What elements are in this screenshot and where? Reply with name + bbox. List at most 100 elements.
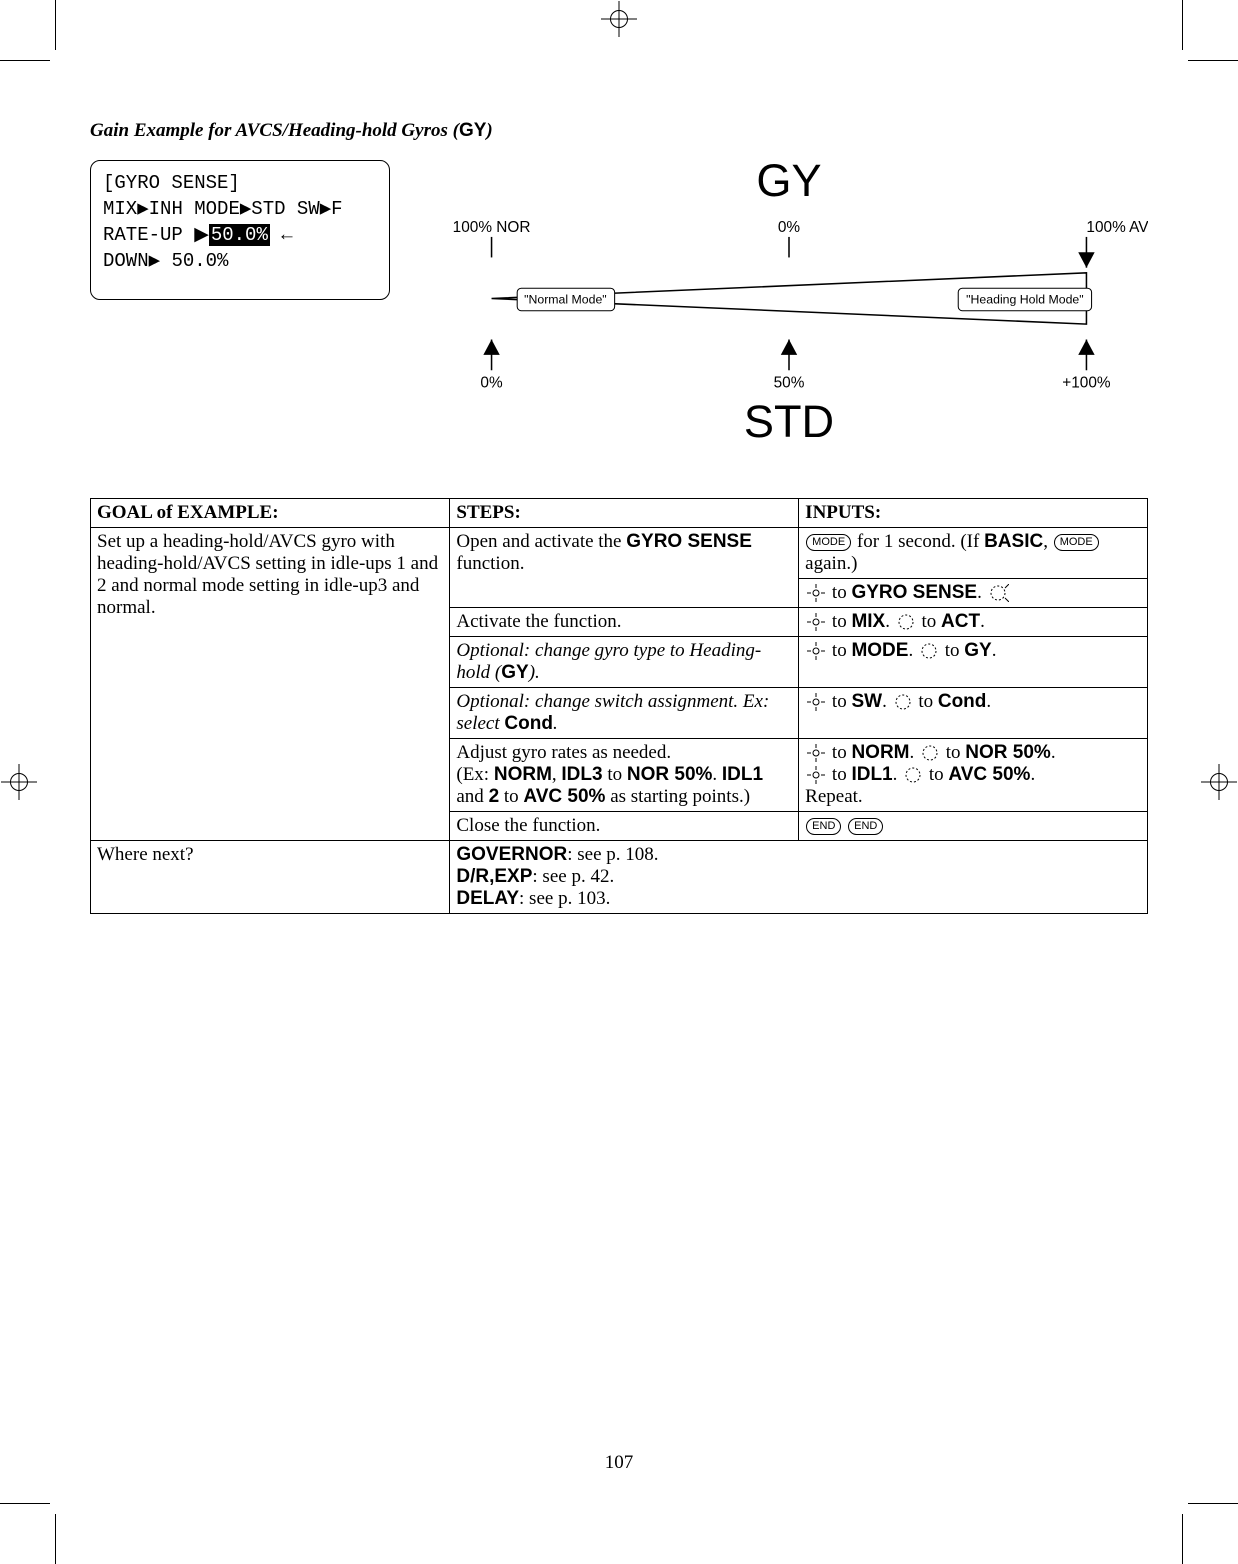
keyword: IDL1 bbox=[722, 764, 763, 785]
inputs-cell: MODE for 1 second. (If BASIC, MODE again… bbox=[799, 527, 1148, 578]
dial-icon bbox=[894, 693, 912, 711]
registration-mark bbox=[1210, 773, 1228, 791]
text: to bbox=[940, 640, 964, 661]
text: again.) bbox=[805, 553, 857, 574]
crop-mark bbox=[1182, 0, 1183, 50]
cursor-icon bbox=[807, 693, 825, 711]
keyword: MODE bbox=[851, 640, 908, 661]
text: to bbox=[827, 742, 851, 763]
text: . bbox=[1051, 742, 1056, 763]
where-next-cell: GOVERNOR: see p. 108. D/R,EXP: see p. 42… bbox=[450, 840, 1148, 913]
header-steps: STEPS: bbox=[450, 498, 799, 527]
keyword: BASIC bbox=[984, 531, 1043, 552]
lcd-line-2: MIX▶INH MODE▶STD SW▶F bbox=[103, 197, 377, 223]
keyword: IDL1 bbox=[851, 764, 892, 785]
chart-label: 100% AVC bbox=[1086, 219, 1148, 236]
text: as starting points.) bbox=[605, 786, 750, 807]
lcd-screen: [GYRO SENSE] MIX▶INH MODE▶STD SW▶F RATE-… bbox=[90, 160, 390, 300]
lcd-line-3: RATE-UP ▶50.0% ← bbox=[103, 222, 377, 249]
section-title: Gain Example for AVCS/Heading-hold Gyros… bbox=[90, 120, 1148, 142]
keyword: D/R,EXP bbox=[456, 866, 532, 887]
crop-mark bbox=[1188, 60, 1238, 61]
text: for 1 second. (If bbox=[852, 531, 984, 552]
keyword: NOR 50% bbox=[627, 764, 713, 785]
end-button-icon: END bbox=[848, 818, 883, 835]
example-table: GOAL of EXAMPLE: STEPS: INPUTS: Set up a… bbox=[90, 498, 1148, 914]
table-row: Where next? GOVERNOR: see p. 108. D/R,EX… bbox=[91, 840, 1148, 913]
text: . bbox=[980, 611, 985, 632]
text: to bbox=[924, 764, 948, 785]
text: . bbox=[986, 691, 991, 712]
chart-label: 0% bbox=[480, 375, 503, 392]
cursor-icon bbox=[807, 766, 825, 784]
cursor-icon bbox=[807, 584, 825, 602]
text: , bbox=[1043, 531, 1053, 552]
crop-mark bbox=[0, 60, 50, 61]
keyword: ACT bbox=[941, 611, 980, 632]
dial-icon bbox=[904, 766, 922, 784]
dial-icon bbox=[989, 584, 1009, 602]
text: ). bbox=[529, 662, 540, 683]
chart-label: 50% bbox=[774, 375, 805, 392]
keyword: GY bbox=[964, 640, 991, 661]
text: function. bbox=[456, 553, 524, 574]
text: (Ex: NORM, IDL3 to NOR 50%. IDL1 and 2 t… bbox=[456, 764, 792, 808]
keyword: NOR 50% bbox=[965, 742, 1051, 763]
mode-button-icon: MODE bbox=[806, 534, 851, 551]
cursor-icon bbox=[807, 744, 825, 762]
header-goal: GOAL of EXAMPLE: bbox=[91, 498, 450, 527]
lcd-line-4: DOWN▶ 50.0% bbox=[103, 249, 377, 275]
inputs-cell: END END bbox=[799, 811, 1148, 840]
text: to bbox=[827, 764, 851, 785]
text: to bbox=[941, 742, 965, 763]
keyword: NORM bbox=[494, 764, 552, 785]
text: . bbox=[882, 691, 892, 712]
keyword: MIX bbox=[851, 611, 885, 632]
crop-mark bbox=[55, 0, 56, 50]
text: . bbox=[992, 640, 997, 661]
keyword: GYRO SENSE bbox=[626, 531, 752, 552]
keyword: Cond bbox=[504, 713, 553, 734]
steps-cell: Open and activate the GYRO SENSE functio… bbox=[450, 527, 799, 607]
text: . bbox=[1030, 764, 1035, 785]
gain-diagram: GY 100% NOR 0% 100% AVC "Normal Mode" "H… bbox=[430, 160, 1148, 468]
text: Adjust gyro rates as needed. bbox=[456, 742, 792, 764]
chart-label: +100% bbox=[1062, 375, 1111, 392]
lcd-line-1: [GYRO SENSE] bbox=[103, 171, 377, 197]
dial-icon bbox=[921, 744, 939, 762]
text: and bbox=[456, 786, 488, 807]
keyword: Cond bbox=[938, 691, 987, 712]
chart-bottom-label: STD bbox=[744, 396, 834, 447]
text: to bbox=[917, 611, 941, 632]
text: . bbox=[977, 582, 987, 603]
keyword: AVC 50% bbox=[948, 764, 1030, 785]
table-header-row: GOAL of EXAMPLE: STEPS: INPUTS: bbox=[91, 498, 1148, 527]
text: . bbox=[910, 742, 920, 763]
cursor-icon bbox=[807, 642, 825, 660]
text: : see p. 108. bbox=[567, 844, 658, 865]
text: to bbox=[603, 764, 627, 785]
keyword: IDL3 bbox=[561, 764, 602, 785]
chart-label: 0% bbox=[778, 219, 801, 236]
steps-cell: Close the function. bbox=[450, 811, 799, 840]
text: . bbox=[553, 713, 558, 734]
page-number: 107 bbox=[0, 1452, 1238, 1474]
where-next-label: Where next? bbox=[91, 840, 450, 913]
registration-mark bbox=[610, 10, 628, 28]
inputs-cell: to MIX. to ACT. bbox=[799, 607, 1148, 636]
text: to bbox=[827, 640, 851, 661]
inputs-cell: to MODE. to GY. bbox=[799, 636, 1148, 687]
text: to bbox=[914, 691, 938, 712]
text: to bbox=[827, 611, 851, 632]
text: , bbox=[552, 764, 562, 785]
text: to bbox=[827, 582, 851, 603]
registration-mark bbox=[10, 773, 28, 791]
crop-mark bbox=[1188, 1503, 1238, 1504]
text: to NORM. to NOR 50%. bbox=[805, 742, 1141, 764]
chart-mode-label: "Heading Hold Mode" bbox=[966, 293, 1083, 307]
lcd-label: RATE-UP bbox=[103, 224, 194, 246]
gain-diagram-svg: GY 100% NOR 0% 100% AVC "Normal Mode" "H… bbox=[430, 160, 1148, 468]
text: . bbox=[712, 764, 722, 785]
text: . bbox=[885, 611, 895, 632]
goal-cell: Set up a heading-hold/AVCS gyro with hea… bbox=[91, 527, 450, 840]
